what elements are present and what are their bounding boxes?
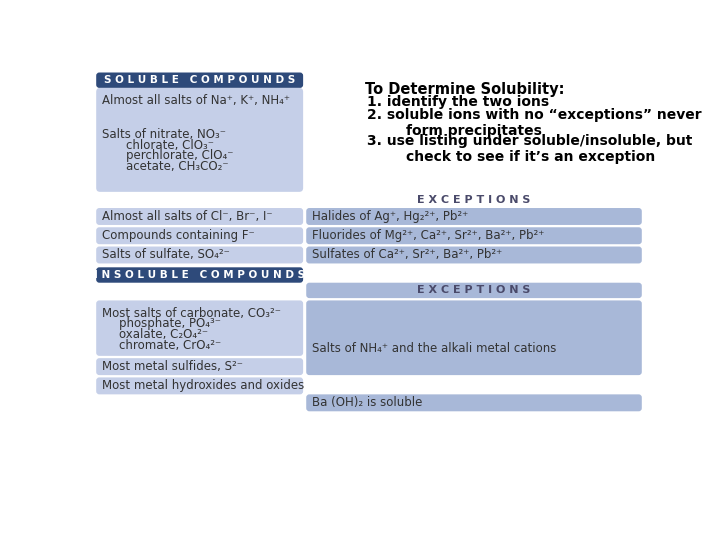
FancyBboxPatch shape — [96, 72, 303, 88]
Text: Most salts of carbonate, CO₃²⁻: Most salts of carbonate, CO₃²⁻ — [102, 307, 282, 320]
FancyBboxPatch shape — [96, 267, 303, 283]
FancyBboxPatch shape — [96, 208, 303, 225]
Text: E X C E P T I O N S: E X C E P T I O N S — [418, 194, 531, 205]
Text: acetate, CH₃CO₂⁻: acetate, CH₃CO₂⁻ — [126, 160, 228, 173]
FancyBboxPatch shape — [96, 377, 303, 394]
FancyBboxPatch shape — [306, 227, 642, 244]
Text: S O L U B L E   C O M P O U N D S: S O L U B L E C O M P O U N D S — [104, 75, 295, 85]
FancyBboxPatch shape — [306, 208, 642, 225]
Text: 1. identify the two ions: 1. identify the two ions — [366, 95, 549, 109]
Text: phosphate, PO₄³⁻: phosphate, PO₄³⁻ — [120, 318, 222, 330]
Text: Most metal sulfides, S²⁻: Most metal sulfides, S²⁻ — [102, 360, 243, 373]
FancyBboxPatch shape — [96, 227, 303, 244]
Text: Ba (OH)₂ is soluble: Ba (OH)₂ is soluble — [312, 396, 423, 409]
FancyBboxPatch shape — [306, 394, 642, 411]
Text: Halides of Ag⁺, Hg₂²⁺, Pb²⁺: Halides of Ag⁺, Hg₂²⁺, Pb²⁺ — [312, 210, 469, 223]
Text: Fluorides of Mg²⁺, Ca²⁺, Sr²⁺, Ba²⁺, Pb²⁺: Fluorides of Mg²⁺, Ca²⁺, Sr²⁺, Ba²⁺, Pb²… — [312, 230, 545, 242]
Text: perchlorate, ClO₄⁻: perchlorate, ClO₄⁻ — [126, 150, 233, 163]
Text: chromate, CrO₄²⁻: chromate, CrO₄²⁻ — [120, 339, 222, 352]
Text: I N S O L U B L E   C O M P O U N D S: I N S O L U B L E C O M P O U N D S — [94, 270, 305, 280]
Text: Sulfates of Ca²⁺, Sr²⁺, Ba²⁺, Pb²⁺: Sulfates of Ca²⁺, Sr²⁺, Ba²⁺, Pb²⁺ — [312, 248, 503, 261]
Text: Salts of NH₄⁺ and the alkali metal cations: Salts of NH₄⁺ and the alkali metal catio… — [312, 342, 557, 355]
Text: 3. use listing under soluble/insoluble, but
        check to see if it’s an exce: 3. use listing under soluble/insoluble, … — [366, 134, 692, 164]
FancyBboxPatch shape — [306, 283, 642, 298]
Text: chlorate, ClO₃⁻: chlorate, ClO₃⁻ — [126, 139, 214, 152]
FancyBboxPatch shape — [96, 88, 303, 192]
Text: oxalate, C₂O₄²⁻: oxalate, C₂O₄²⁻ — [120, 328, 209, 341]
FancyBboxPatch shape — [306, 247, 642, 264]
Text: Most metal hydroxides and oxides: Most metal hydroxides and oxides — [102, 380, 305, 393]
FancyBboxPatch shape — [96, 358, 303, 375]
Text: To Determine Solubility:: To Determine Solubility: — [365, 82, 564, 97]
FancyBboxPatch shape — [96, 300, 303, 356]
Text: Salts of sulfate, SO₄²⁻: Salts of sulfate, SO₄²⁻ — [102, 248, 230, 261]
Text: Salts of nitrate, NO₃⁻: Salts of nitrate, NO₃⁻ — [102, 128, 226, 141]
FancyBboxPatch shape — [306, 300, 642, 375]
Text: Almost all salts of Cl⁻, Br⁻, I⁻: Almost all salts of Cl⁻, Br⁻, I⁻ — [102, 210, 273, 223]
Text: Compounds containing F⁻: Compounds containing F⁻ — [102, 230, 255, 242]
Text: 2. soluble ions with no “exceptions” never
        form precipitates: 2. soluble ions with no “exceptions” nev… — [366, 108, 701, 138]
Text: E X C E P T I O N S: E X C E P T I O N S — [418, 286, 531, 295]
Text: Almost all salts of Na⁺, K⁺, NH₄⁺: Almost all salts of Na⁺, K⁺, NH₄⁺ — [102, 94, 290, 107]
FancyBboxPatch shape — [96, 247, 303, 264]
